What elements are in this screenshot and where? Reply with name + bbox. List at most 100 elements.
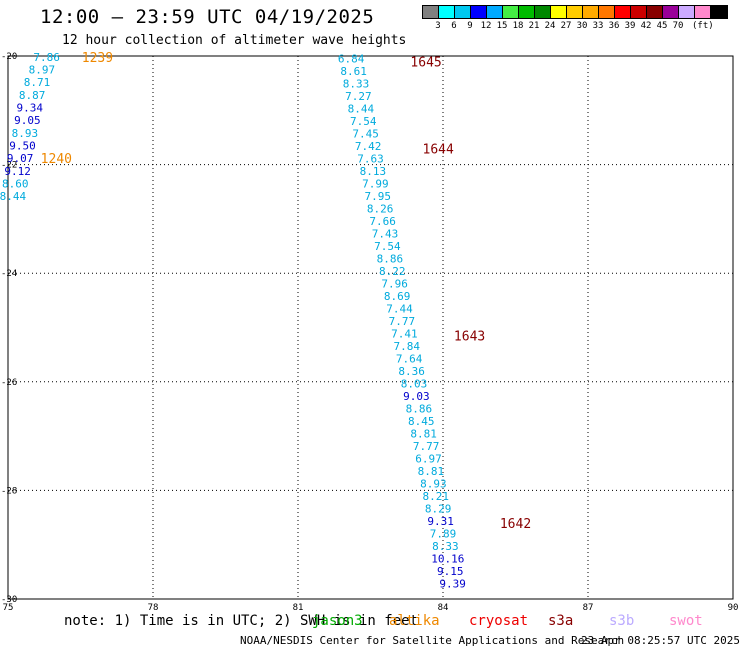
wave-height-label: 9.50	[9, 140, 36, 153]
wave-height-label: 8.87	[19, 89, 46, 102]
legend-label: 27	[560, 21, 572, 31]
wave-height-label: 8.86	[406, 402, 433, 415]
wave-height-label: 7.77	[413, 440, 440, 453]
wave-height-label: 8.69	[384, 290, 411, 303]
satellite-swot: swot	[669, 613, 703, 629]
legend-label: 15	[496, 21, 508, 31]
legend-label: 9	[467, 21, 473, 31]
y-tick-label: -22	[1, 161, 17, 171]
wave-height-label: 8.97	[29, 64, 56, 77]
wave-height-label: 7.64	[396, 352, 423, 365]
legend-label: 30	[576, 21, 588, 31]
y-tick-label: -24	[1, 269, 17, 279]
wave-height-label: 7.99	[362, 178, 389, 191]
footer-note: note: 1) Time is in UTC; 2) SWH is in fe…	[64, 613, 419, 629]
wave-height-label: 7.63	[357, 153, 384, 166]
satellite-s3a: s3a	[548, 613, 574, 629]
pass-time-label: 1240	[41, 152, 72, 167]
pass-time-label: 1643	[454, 330, 485, 345]
legend-label: 33	[592, 21, 604, 31]
pass-time-label: 1645	[410, 55, 441, 70]
legend-label: 12	[480, 21, 492, 31]
wave-height-label: 9.39	[439, 577, 466, 590]
plot-frame	[7, 55, 734, 600]
wave-height-label: 7.54	[374, 240, 401, 253]
x-tick-label: 90	[728, 603, 739, 613]
x-tick-label: 87	[583, 603, 594, 613]
legend-label: 70	[672, 21, 684, 31]
x-tick-label: 84	[438, 603, 449, 613]
wave-height-label: 7.54	[350, 115, 377, 128]
wave-height-label: 8.71	[24, 76, 51, 89]
wave-height-label: 8.86	[377, 253, 404, 266]
legend-label: 45	[656, 21, 668, 31]
wave-height-label: 8.45	[408, 415, 435, 428]
wave-height-label: 8.36	[398, 365, 425, 378]
wave-height-label: 8.13	[360, 165, 387, 178]
satellite-altika: altika	[389, 613, 440, 629]
satellite-jason3: jason3	[312, 613, 363, 629]
wave-height-label: 7.27	[345, 90, 372, 103]
wave-height-label: 7.44	[386, 302, 413, 315]
satellite-s3b: s3b	[609, 613, 635, 629]
y-tick-label: -30	[1, 595, 17, 605]
wave-height-label: 7.86	[33, 51, 60, 64]
pass-time-label: 1644	[423, 142, 454, 157]
wave-height-label: 8.26	[367, 203, 394, 216]
legend-label: 3	[435, 21, 441, 31]
legend-unit: (ft)	[692, 21, 714, 31]
wave-height-label: 7.95	[365, 190, 392, 203]
wave-height-label: 8.93	[420, 477, 447, 490]
y-tick-label: -20	[1, 52, 17, 62]
pass-time-label: 1642	[500, 517, 531, 532]
wave-height-label: 7.96	[381, 278, 408, 291]
wave-height-label: 9.31	[427, 515, 454, 528]
wave-height-label: 8.21	[423, 490, 450, 503]
legend-label: 24	[544, 21, 556, 31]
x-tick-label: 78	[148, 603, 159, 613]
wave-height-label: 6.97	[415, 452, 442, 465]
legend-swatch	[710, 5, 728, 19]
wave-height-label: 9.34	[17, 102, 44, 115]
legend-label: 6	[451, 21, 457, 31]
wave-height-label: 7.77	[389, 315, 416, 328]
wave-height-label: 9.03	[403, 390, 430, 403]
wave-height-label: 7.89	[430, 527, 457, 540]
wave-height-label: 8.22	[379, 265, 406, 278]
wave-height-label: 10.16	[431, 552, 464, 565]
color-legend: 3 6 9 12 15 18 21 24 27 30 33 36 39 42 45 70 (ft)	[422, 5, 729, 33]
y-tick-label: -26	[1, 378, 17, 388]
wave-height-label: 8.81	[410, 427, 437, 440]
generated-timestamp: 23 Apr 08:25:57 UTC 2025	[581, 634, 740, 647]
wave-height-label: 6.84	[338, 53, 365, 66]
wave-height-label: 7.42	[355, 140, 382, 153]
wave-height-label: 7.84	[394, 340, 421, 353]
satellite-cryosat: cryosat	[469, 613, 529, 629]
legend-label: 21	[528, 21, 540, 31]
legend-label: 36	[608, 21, 620, 31]
wave-height-label: 8.93	[12, 127, 39, 140]
wave-height-label: 9.12	[4, 165, 31, 178]
wave-height-label: 7.41	[391, 327, 418, 340]
wave-height-label: 8.33	[432, 540, 459, 553]
map-title: 12:00 – 23:59 UTC 04/19/2025	[40, 6, 375, 28]
legend-label: 18	[512, 21, 524, 31]
wave-height-label: 8.33	[343, 78, 370, 91]
wave-height-label: 7.45	[352, 128, 379, 141]
wave-height-label: 8.29	[425, 502, 452, 515]
wave-height-label: 7.43	[372, 228, 399, 241]
map-subtitle: 12 hour collection of altimeter wave hei…	[62, 33, 407, 48]
wave-height-label: 9.15	[437, 565, 464, 578]
pass-time-label: 1239	[82, 51, 113, 66]
wave-height-label: 8.60	[2, 178, 29, 191]
credit-line: NOAA/NESDIS Center for Satellite Applica…	[240, 634, 625, 647]
y-tick-label: -28	[1, 486, 17, 496]
wave-height-label: 9.07	[7, 152, 34, 165]
wave-height-label: 8.81	[418, 465, 445, 478]
wave-height-label: 8.44	[348, 103, 375, 116]
legend-label: 42	[640, 21, 652, 31]
legend-label: 39	[624, 21, 636, 31]
x-tick-label: 75	[3, 603, 14, 613]
wave-height-label: 8.61	[340, 65, 367, 78]
